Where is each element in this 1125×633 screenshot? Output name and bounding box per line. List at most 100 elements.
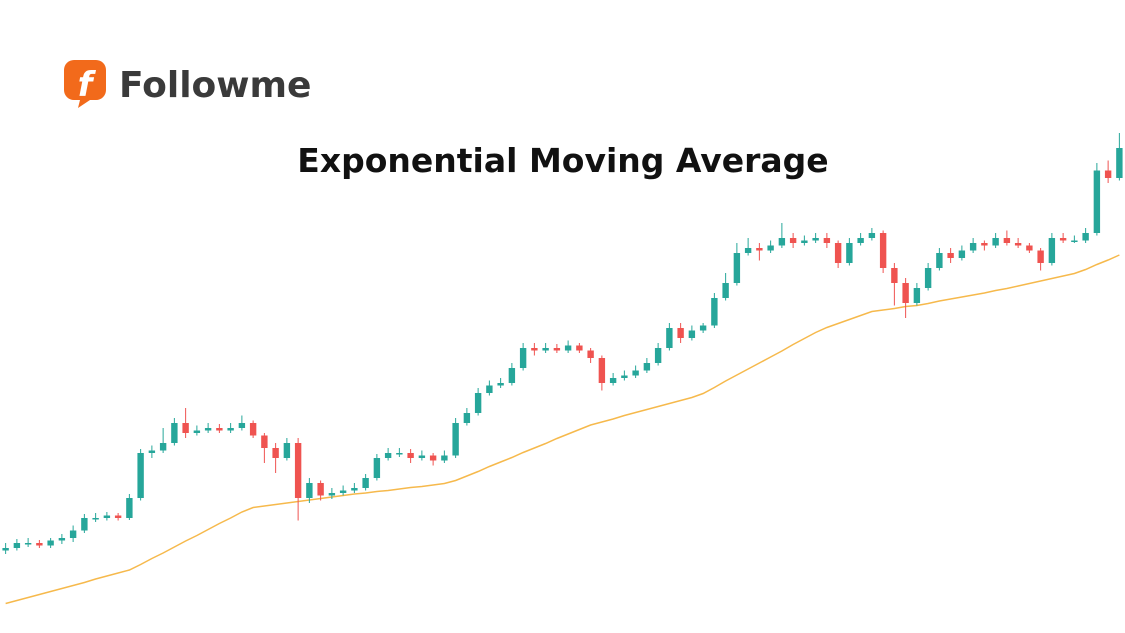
candle-body [227,428,234,431]
candle-body [486,385,493,393]
candle-body [891,268,898,283]
candle-body [418,455,426,458]
candle-body [328,493,336,496]
candle-body [452,423,459,456]
candle-body [159,443,167,451]
candle-body [733,253,741,283]
candle-body [103,515,111,518]
candle-body [429,455,437,461]
candle-body [249,423,257,436]
candle-body [272,448,279,458]
candle-body [2,548,9,551]
candle-body [294,443,302,498]
candle-body [193,430,201,433]
candle-body [1082,233,1089,241]
candle-body [137,453,144,498]
candle-body [699,325,707,331]
candle-body [969,243,977,251]
candle-body [924,268,932,288]
candle-body [936,253,943,268]
candle-body [823,238,831,243]
candle-body [1059,238,1067,241]
candle-body [1071,240,1078,242]
candle-body [362,478,369,488]
candle-body [1003,238,1011,243]
candle-body [947,253,954,258]
candle-body [688,330,696,338]
candle-body [1116,148,1123,178]
candle-body [801,240,808,243]
candle-body [812,238,819,241]
candle-body [317,483,324,496]
candle-body [306,483,313,498]
candle-body [69,530,77,538]
candle-body [542,348,549,351]
candle-body [756,248,763,251]
candle-body [283,443,291,458]
candle-body [407,453,414,458]
candle-body [92,518,99,520]
candle-body [902,283,909,303]
candle-body [396,453,403,455]
candle-body [474,393,482,413]
candle-body [621,375,628,378]
candle-body [722,283,729,298]
candle-body [126,498,133,518]
candle-body [81,518,88,531]
candle-body [868,233,876,238]
candle-body [13,543,21,548]
candle-body [47,540,54,546]
candle-body [598,358,606,383]
candle-body [564,345,572,351]
candle-body [1037,250,1044,263]
candle-body [643,363,651,371]
candle-body [519,348,527,368]
candle-body [1093,170,1101,233]
candle-body [1026,245,1033,251]
brand-name: Followme [119,65,311,106]
chart-title: Exponential Moving Average [297,141,828,180]
candle-body [789,238,797,243]
candle-body [171,423,178,443]
candle-body [744,248,752,253]
candle-body [767,245,774,251]
candle-body [1048,238,1056,263]
candle-body [36,543,43,546]
candle-body [441,455,448,461]
candle-body [497,383,504,386]
candle-body [1104,170,1112,178]
candle-body [531,348,538,351]
candle-body [216,428,223,431]
logo: f Followme [64,60,311,108]
candle-body [384,453,392,458]
logo-icon [64,60,106,108]
candle-body [654,348,662,363]
candle-body [553,348,561,351]
candle-body [981,243,988,246]
candle-body [261,435,268,448]
candle-body [24,543,32,545]
candle-body [58,538,66,541]
candle-body [576,345,583,351]
candle-body [778,238,786,246]
candle-body [238,423,246,428]
candle-body [711,298,718,326]
logo-mark: f [78,65,97,105]
candle-body [587,350,594,358]
candle-body [114,515,122,518]
candle-body [508,368,516,383]
candle-body [666,328,673,348]
ema-line [5,254,1120,605]
candle-body [879,233,887,268]
candle-body [463,413,471,423]
candle-body [609,378,617,383]
candle-body [351,488,358,491]
candle-body [373,458,381,478]
candle-body [632,370,639,376]
candle-body [834,243,842,263]
candle-body [992,238,999,246]
candle-body [677,328,684,338]
candle-body [846,243,853,263]
candle-body [1014,243,1022,246]
